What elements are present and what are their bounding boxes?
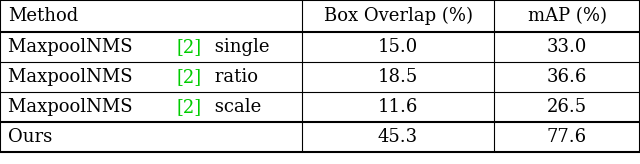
- Text: Box Overlap (%): Box Overlap (%): [323, 7, 472, 25]
- Text: [2]: [2]: [176, 68, 202, 86]
- Text: [2]: [2]: [176, 98, 202, 116]
- Text: Ours: Ours: [8, 128, 52, 146]
- Text: 45.3: 45.3: [378, 128, 418, 146]
- Text: MaxpoolNMS: MaxpoolNMS: [8, 68, 138, 86]
- Text: 77.6: 77.6: [547, 128, 587, 146]
- Text: 33.0: 33.0: [547, 38, 587, 56]
- Text: MaxpoolNMS: MaxpoolNMS: [8, 38, 138, 56]
- Text: MaxpoolNMS: MaxpoolNMS: [8, 98, 138, 116]
- Text: 11.6: 11.6: [378, 98, 418, 116]
- Text: single: single: [209, 38, 269, 56]
- Text: Method: Method: [8, 7, 78, 25]
- Text: 26.5: 26.5: [547, 98, 587, 116]
- Text: 15.0: 15.0: [378, 38, 418, 56]
- Text: mAP (%): mAP (%): [527, 7, 607, 25]
- Text: scale: scale: [209, 98, 261, 116]
- Text: 18.5: 18.5: [378, 68, 418, 86]
- Text: ratio: ratio: [209, 68, 258, 86]
- Text: 36.6: 36.6: [547, 68, 587, 86]
- Text: [2]: [2]: [176, 38, 202, 56]
